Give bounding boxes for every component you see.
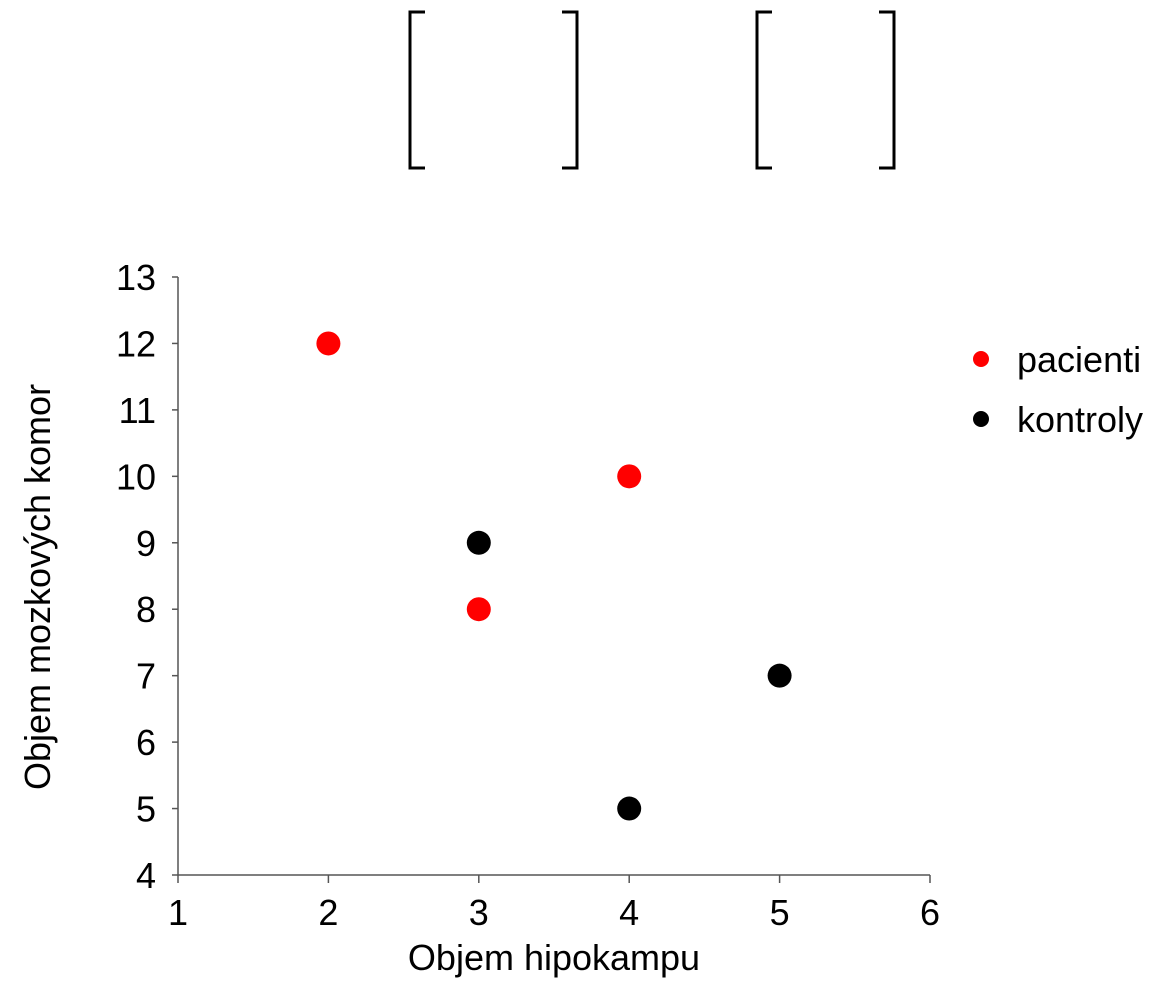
right-bracket-2 bbox=[879, 10, 896, 170]
y-tick-label: 6 bbox=[136, 722, 156, 763]
data-point-pacienti bbox=[466, 597, 491, 622]
data-point-pacienti bbox=[316, 331, 341, 356]
x-ticks: 1 2 3 4 5 6 bbox=[168, 875, 940, 933]
x-tick-label: 6 bbox=[920, 892, 940, 933]
data-point-kontroly bbox=[617, 796, 642, 821]
legend-label-pacienti: pacienti bbox=[1017, 339, 1141, 380]
left-bracket-2 bbox=[755, 10, 772, 170]
data-point-pacienti bbox=[617, 464, 642, 489]
y-tick-label: 9 bbox=[136, 523, 156, 564]
y-tick-label: 4 bbox=[136, 855, 156, 896]
y-tick-label: 5 bbox=[136, 789, 156, 830]
x-axis-title: Objem hipokampu bbox=[408, 937, 700, 978]
left-bracket-1 bbox=[408, 10, 425, 170]
data-points bbox=[316, 331, 792, 821]
y-tick-label: 10 bbox=[116, 456, 156, 497]
right-bracket-1 bbox=[562, 10, 579, 170]
x-tick-label: 5 bbox=[770, 892, 790, 933]
x-tick-label: 1 bbox=[168, 892, 188, 933]
x-tick-label: 2 bbox=[318, 892, 338, 933]
legend-marker-pacienti bbox=[973, 351, 989, 367]
x-tick-label: 4 bbox=[619, 892, 639, 933]
y-tick-label: 12 bbox=[116, 323, 156, 364]
data-point-kontroly bbox=[466, 530, 491, 555]
y-axis-title: Objem mozkových komor bbox=[17, 384, 58, 790]
data-point-kontroly bbox=[767, 663, 792, 688]
y-tick-label: 7 bbox=[136, 656, 156, 697]
x-tick-label: 3 bbox=[469, 892, 489, 933]
empty-brackets-decoration bbox=[408, 10, 896, 170]
legend-marker-kontroly bbox=[973, 411, 989, 427]
legend-label-kontroly: kontroly bbox=[1017, 399, 1143, 440]
y-tick-label: 11 bbox=[119, 390, 156, 431]
y-ticks: 4 5 6 7 8 9 10 11 12 13 bbox=[116, 257, 178, 896]
y-tick-label: 13 bbox=[116, 257, 156, 298]
legend: pacienti kontroly bbox=[973, 339, 1143, 440]
y-tick-label: 8 bbox=[136, 589, 156, 630]
